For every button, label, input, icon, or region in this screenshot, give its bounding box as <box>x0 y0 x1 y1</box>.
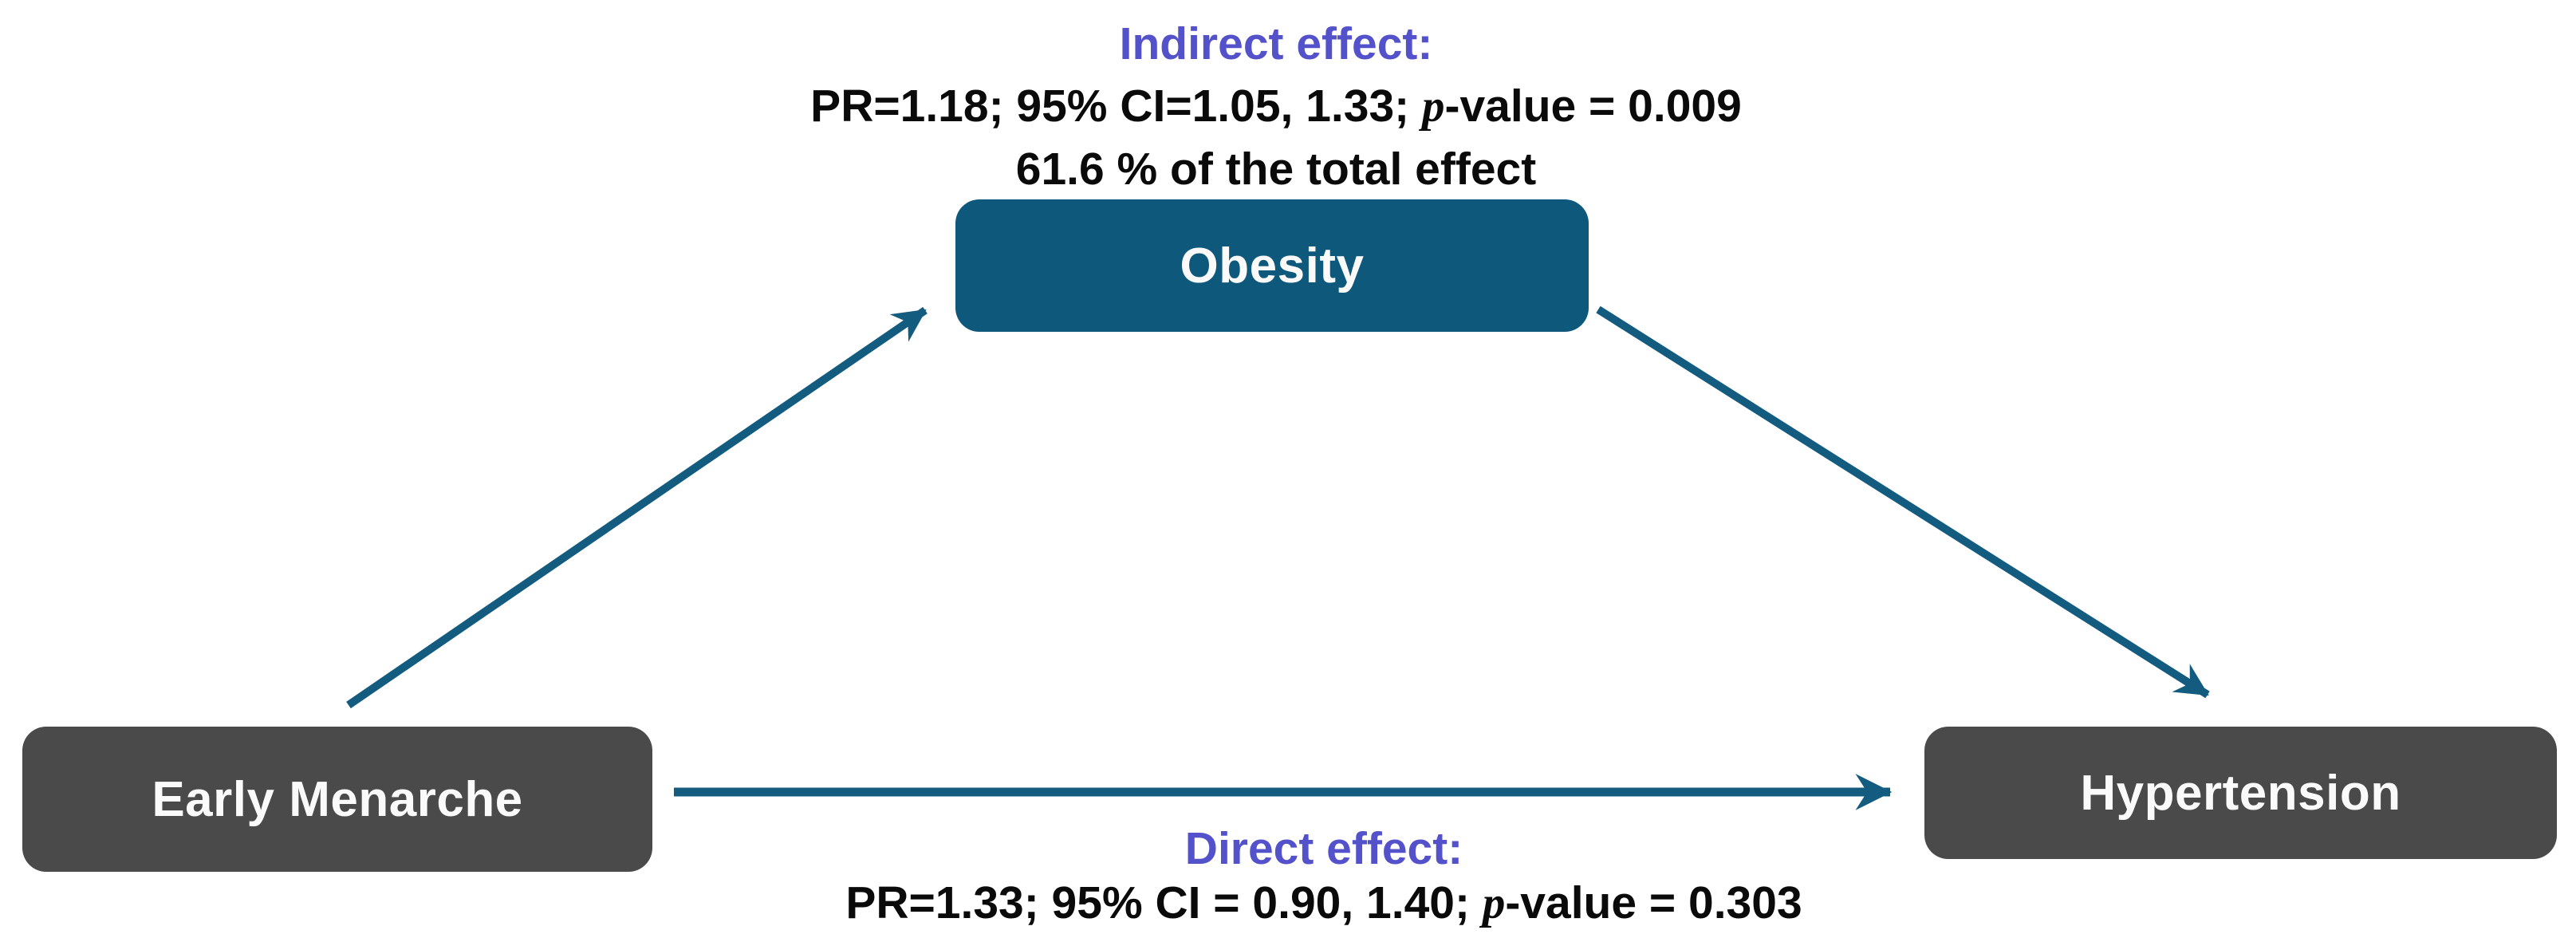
arrow-mediator-to-outcome <box>1596 305 2210 699</box>
arrow-exposure-to-mediator <box>346 306 928 709</box>
indirect-effect-stats: PR=1.18; 95% CI=1.05, 1.33; p-value = 0.… <box>810 81 1742 132</box>
exposure-box-label: Early Menarche <box>152 771 523 827</box>
mediator-box-label: Obesity <box>1180 238 1365 294</box>
p-symbol: p <box>1482 878 1506 928</box>
outcome-box-label: Hypertension <box>2080 765 2401 821</box>
indirect-effect-caption: Indirect effect: PR=1.18; 95% CI=1.05, 1… <box>638 13 1914 200</box>
indirect-effect-share: 61.6 % of the total effect <box>1015 144 1537 195</box>
p-symbol: p <box>1421 81 1445 132</box>
direct-effect-caption: Direct effect: PR=1.33; 95% CI = 0.90, 1… <box>686 822 1962 931</box>
exposure-box-early-menarche: Early Menarche <box>22 727 652 872</box>
direct-effect-stats: PR=1.33; 95% CI = 0.90, 1.40; p-value = … <box>845 877 1802 928</box>
indirect-effect-title: Indirect effect: <box>1119 18 1433 69</box>
mediator-box-obesity: Obesity <box>955 199 1589 332</box>
outcome-box-hypertension: Hypertension <box>1924 727 2557 859</box>
direct-effect-title: Direct effect: <box>1184 823 1463 874</box>
